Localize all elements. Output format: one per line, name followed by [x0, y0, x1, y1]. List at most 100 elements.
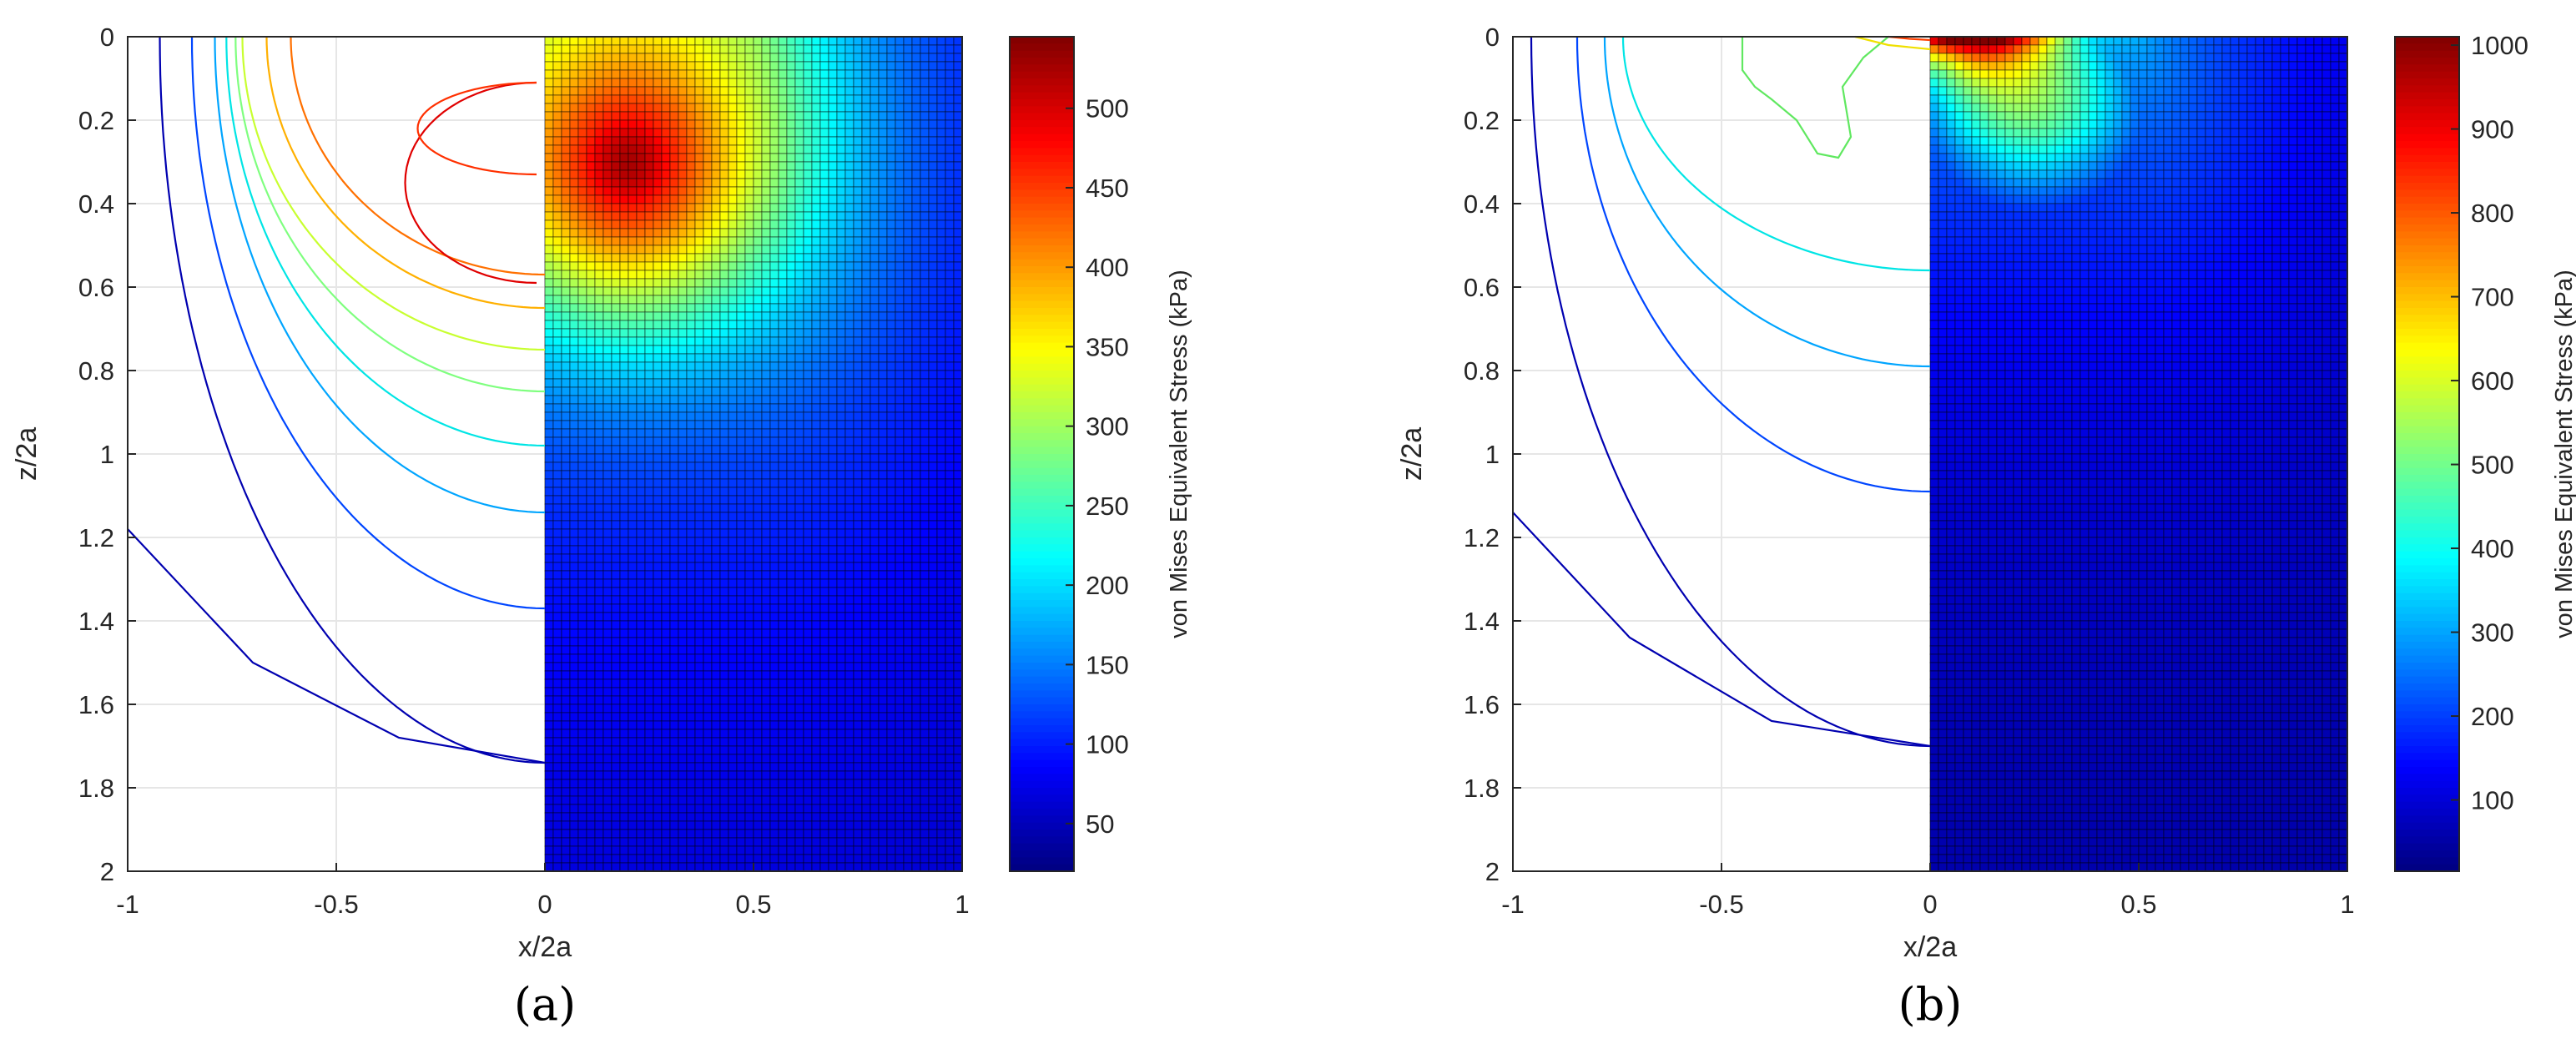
heatmap-cell	[711, 144, 721, 154]
heatmap-cell	[611, 820, 621, 830]
heatmap-cell	[661, 61, 671, 71]
heatmap-cell	[870, 495, 880, 505]
heatmap-cell	[803, 219, 813, 229]
heatmap-cell	[744, 537, 754, 547]
heatmap-cell	[778, 528, 788, 538]
heatmap-cell	[945, 86, 955, 96]
heatmap-cell	[561, 754, 571, 764]
heatmap-cell	[786, 103, 796, 113]
heatmap-cell	[861, 637, 871, 647]
heatmap-cell	[728, 336, 738, 346]
heatmap-cell	[644, 461, 654, 472]
heatmap-cell	[786, 411, 796, 421]
heatmap-cell	[686, 420, 696, 430]
heatmap-cell	[853, 495, 863, 505]
heatmap-cell	[728, 495, 738, 505]
heatmap-cell	[544, 687, 554, 697]
heatmap-cell	[661, 378, 671, 388]
heatmap-cell	[836, 712, 846, 722]
heatmap-cell	[895, 295, 905, 305]
heatmap-cell	[794, 386, 804, 396]
heatmap-cell	[602, 829, 612, 839]
heatmap-cell	[953, 111, 963, 121]
heatmap-cell	[844, 587, 854, 597]
heatmap-cell	[895, 562, 905, 572]
heatmap-cell	[636, 603, 646, 613]
heatmap-cell	[736, 779, 746, 789]
heatmap-cell	[803, 520, 813, 530]
heatmap-cell	[945, 153, 955, 163]
heatmap-cell	[903, 328, 913, 338]
heatmap-cell	[870, 370, 880, 380]
heatmap-cell	[786, 495, 796, 505]
heatmap-cell	[778, 236, 788, 246]
heatmap-cell	[878, 704, 888, 714]
heatmap-cell	[753, 370, 763, 380]
heatmap-cell	[836, 103, 846, 113]
heatmap-cell	[669, 253, 679, 263]
heatmap-cell	[836, 36, 846, 46]
heatmap-cell	[678, 270, 688, 280]
heatmap-cell	[602, 528, 612, 538]
heatmap-cell	[861, 203, 871, 213]
heatmap-cell	[794, 44, 804, 54]
heatmap-cell	[586, 345, 596, 355]
heatmap-cell	[678, 286, 688, 296]
heatmap-cell	[569, 69, 579, 79]
heatmap-cell	[895, 570, 905, 580]
heatmap-cell	[886, 69, 896, 79]
heatmap-cell	[769, 745, 779, 755]
heatmap-cell	[653, 303, 663, 313]
heatmap-cell	[853, 737, 863, 747]
heatmap-cell	[828, 678, 838, 688]
heatmap-cell	[811, 503, 821, 513]
heatmap-cell	[753, 295, 763, 305]
heatmap-cell	[552, 436, 562, 446]
heatmap-cell	[936, 854, 946, 864]
heatmap-cell	[736, 453, 746, 463]
heatmap-cell	[703, 762, 713, 772]
heatmap-cell	[853, 578, 863, 588]
heatmap-cell	[794, 361, 804, 371]
heatmap-cell	[694, 295, 704, 305]
heatmap-cell	[853, 662, 863, 672]
heatmap-cell	[794, 111, 804, 121]
heatmap-cell	[928, 303, 938, 313]
heatmap-cell	[703, 203, 713, 213]
heatmap-cell	[636, 837, 646, 847]
heatmap-cell	[694, 186, 704, 196]
heatmap-cell	[895, 44, 905, 54]
heatmap-cell	[819, 411, 829, 421]
heatmap-cell	[628, 712, 638, 722]
heatmap-cell	[703, 804, 713, 814]
heatmap-cell	[728, 545, 738, 555]
heatmap-cell	[945, 520, 955, 530]
heatmap-cell	[561, 303, 571, 313]
heatmap-cell	[686, 153, 696, 163]
heatmap-cell	[569, 787, 579, 797]
heatmap-cell	[611, 637, 621, 647]
heatmap-cell	[903, 336, 913, 346]
heatmap-cell	[920, 553, 930, 563]
heatmap-cell	[586, 219, 596, 229]
heatmap-cell	[836, 678, 846, 688]
heatmap-cell	[903, 53, 913, 63]
heatmap-cell	[728, 311, 738, 321]
heatmap-cell	[778, 729, 788, 739]
heatmap-cell	[936, 745, 946, 755]
heatmap-cell	[569, 186, 579, 196]
heatmap-cell	[861, 795, 871, 805]
heatmap-cell	[828, 695, 838, 705]
heatmap-cell	[602, 445, 612, 455]
heatmap-cell	[552, 653, 562, 663]
heatmap-cell	[577, 378, 587, 388]
heatmap-cell	[953, 445, 963, 455]
heatmap-cell	[669, 487, 679, 497]
heatmap-cell	[611, 78, 621, 88]
heatmap-cell	[561, 336, 571, 346]
heatmap-cell	[936, 245, 946, 255]
heatmap-cell	[544, 378, 554, 388]
heatmap-cell	[569, 253, 579, 263]
heatmap-cell	[853, 595, 863, 605]
heatmap-cell	[744, 320, 754, 330]
